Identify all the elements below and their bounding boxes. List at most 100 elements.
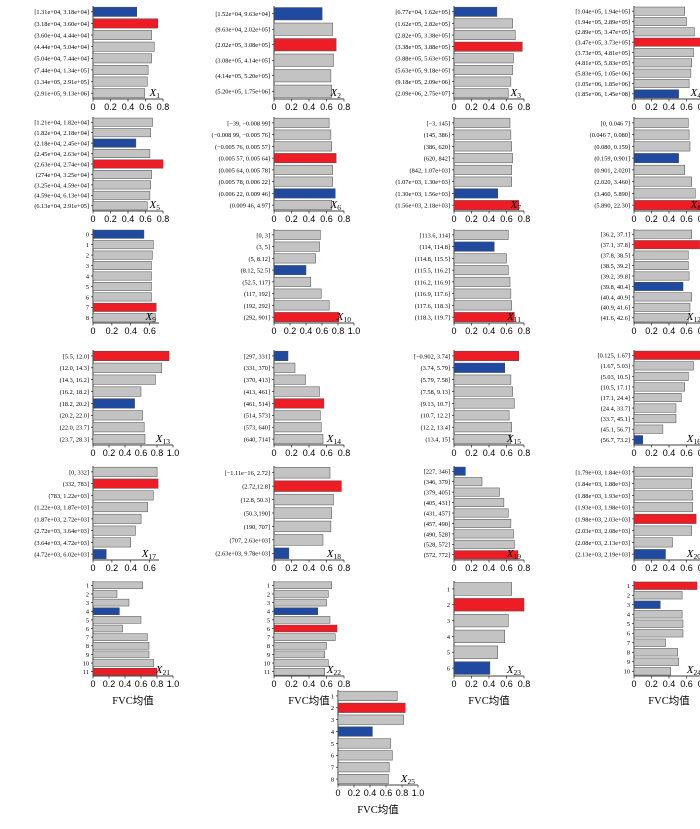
bar (633, 513, 697, 524)
category-label: 10 (83, 660, 89, 667)
bar (633, 371, 689, 381)
category-label: (3.64e+03, 4.72e+03] (34, 540, 89, 547)
category-label: (2.89e+05, 3.47e+05] (575, 29, 630, 36)
panel-x15: [−0.902, 3.74] (3.74, 5.79] (5.79, 7.58] (7… (414, 350, 530, 458)
panel-title: X7 (510, 199, 522, 212)
x-tick-label: 0.2 (106, 326, 119, 336)
x-tick-label: 0.6 (680, 448, 693, 458)
category-label: 1 (447, 586, 450, 593)
bar (92, 201, 148, 211)
category-label: (17.1, 24.4] (601, 395, 630, 402)
category-label: (5.03, 10.5] (601, 374, 630, 381)
bar (92, 598, 130, 607)
category-label: (0.009 46, 4.97] (230, 203, 270, 210)
bar (92, 18, 158, 29)
bar (453, 508, 509, 518)
bar (92, 537, 131, 548)
panel-title: X1 (149, 87, 161, 100)
panel-title: X16 (686, 433, 700, 446)
bar (92, 642, 150, 650)
x-tick-label: 0.2 (465, 326, 478, 336)
category-label: (190, 707] (244, 524, 270, 531)
category-label: 5 (447, 650, 450, 657)
category-label: [1.79e+03, 1.84e+03] (575, 469, 630, 476)
x-tick-label: 0.8 (396, 788, 409, 798)
bar (453, 53, 514, 64)
bar (273, 84, 332, 98)
bar (273, 650, 325, 659)
panel-x20: [1.79e+03, 1.84e+03] (1.84e+03, 1.88e+03]… (575, 466, 700, 573)
category-label: (24.4, 33.7] (601, 405, 630, 412)
category-label: (707, 2.63e+03] (230, 537, 270, 544)
bar (273, 312, 340, 323)
x-tick-label: 0.4 (483, 448, 496, 458)
bar (92, 6, 137, 17)
bar (453, 498, 505, 507)
bar (453, 117, 511, 128)
category-label: (0.159, 0.901] (594, 156, 630, 163)
category-label: (22.0, 23.7] (60, 425, 89, 432)
bar (633, 164, 685, 175)
category-label: (1.07e+03, 1.30e+03] (395, 179, 450, 186)
bar (633, 79, 690, 88)
x-tick-label: 0 (90, 679, 95, 689)
x-tick-label: 0.8 (338, 214, 351, 224)
x-tick-label: 0.8 (151, 448, 164, 458)
bar (453, 229, 509, 240)
bar (633, 282, 684, 291)
category-label: 9 (267, 652, 270, 659)
bar (92, 41, 155, 52)
bar (453, 539, 515, 549)
bar (633, 361, 694, 371)
panel-title: X23 (506, 664, 521, 677)
x-tick-label: 0 (451, 448, 456, 458)
x-tick-label: 0.4 (303, 102, 316, 112)
x-tick-label: 0.6 (143, 326, 156, 336)
category-label: 1 (627, 583, 630, 590)
bar (453, 200, 519, 211)
bar (92, 350, 170, 361)
bar (453, 466, 466, 476)
x-tick-label: 0.2 (104, 214, 117, 224)
x-tick-label: 0.2 (645, 563, 658, 573)
category-label: 1 (86, 583, 89, 590)
bar (273, 633, 336, 641)
category-label: [1.52e+04, 9.63e+04] (215, 11, 270, 18)
bar (92, 502, 148, 513)
category-label: (1.30e+03, 1.56e+03] (395, 191, 450, 198)
x-tick-label: 0 (631, 563, 636, 573)
bar (633, 6, 685, 16)
bar (273, 480, 342, 492)
panel-x4: [1.04e+05, 1.94e+05] (1.94e+05, 2.89e+05]… (575, 6, 700, 112)
bar (273, 129, 332, 140)
bar (633, 537, 673, 548)
x-tick-label: 0.6 (135, 679, 148, 689)
category-label: (7.58, 9.13] (421, 389, 450, 396)
category-label: (23.7, 28.3] (60, 436, 89, 443)
panel-x22: 12 3 45 6 78 910 110 0.2 0.4 0.6 0.8 X22 (264, 581, 350, 689)
category-label: [5.5, 12.0] (63, 353, 89, 360)
category-label: [6.77e+04, 1.62e+05] (395, 9, 450, 16)
category-label: 1 (267, 583, 270, 590)
category-label: [−0.902, 3.74] (414, 353, 450, 360)
bar (273, 176, 333, 187)
x-tick-label: 0.8 (518, 214, 531, 224)
category-label: (405, 431] (424, 500, 450, 507)
panel-x10: [0, 3] (3, 5] (5, 8.12] (8.12, 52.5] (52.5, … (241, 229, 360, 336)
bar (92, 138, 137, 148)
category-label: 3 (331, 717, 334, 724)
bar (92, 549, 107, 560)
bar (273, 642, 327, 650)
category-label: (37.8, 38.5] (601, 253, 630, 260)
bar (273, 229, 321, 240)
x-tick-label: 0.4 (119, 679, 132, 689)
category-label: (1.88e+03, 1.93e+03] (575, 493, 630, 500)
x-tick-label: 0.8 (698, 102, 700, 112)
bar (92, 362, 163, 373)
bar (273, 38, 337, 52)
panel-x8: [0, 0.046 7] (0.046 7, 0.080] (0.080, 0.15… (590, 117, 700, 224)
x-tick-label: 0.4 (122, 102, 135, 112)
x-tick-label: 0.8 (518, 679, 531, 689)
bar (92, 633, 148, 641)
bar (453, 153, 513, 164)
